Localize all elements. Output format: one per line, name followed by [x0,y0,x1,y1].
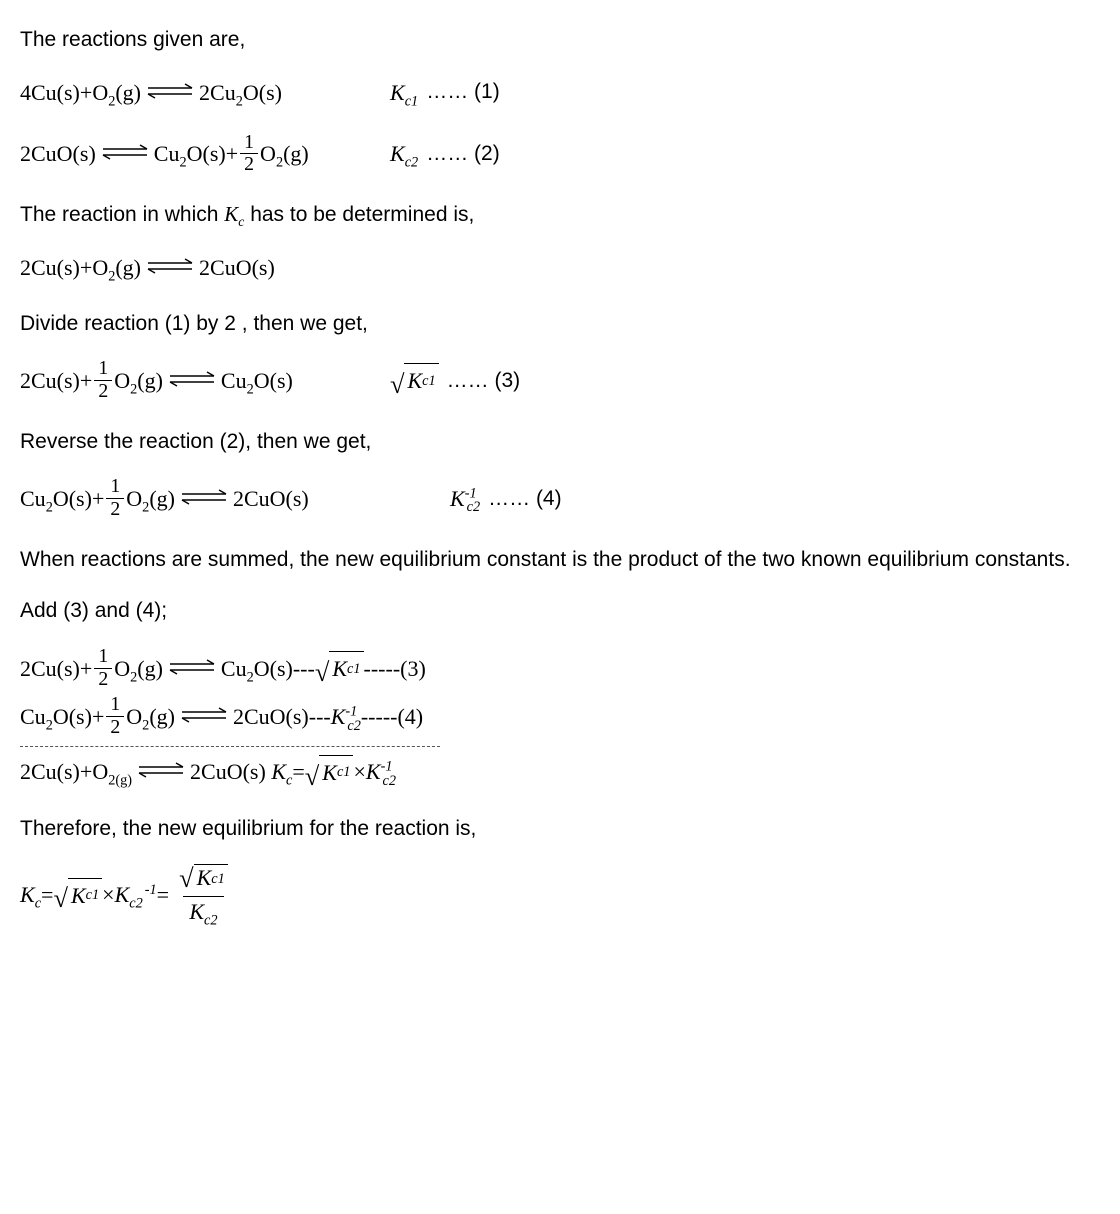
species: O2(g) [92,76,141,109]
k-constant: Kc1 [390,76,418,109]
determine-text: The reaction in which Kc has to be deter… [20,199,1100,231]
intro-text: The reactions given are, [20,24,1100,56]
reaction-1: 4Cu(s) + O2(g) 2Cu2O(s) Kc1 …… (1) [20,76,1100,109]
dashed-separator [20,746,440,747]
summation-block: 2Cu(s) + 12 O2(g) Cu2O(s) --- √Kc1 -----… [20,647,1100,789]
reverse-text: Reverse the reaction (2), then we get, [20,426,1100,458]
therefore-text: Therefore, the new equilibrium for the r… [20,813,1100,845]
equation-number: …… (3) [447,365,521,397]
equilibrium-arrow-icon [100,137,150,170]
fraction: √Kc1 Kc2 [173,864,234,925]
target-reaction: 2Cu(s) + O2(g) 2CuO(s) [20,251,1100,284]
coef: 2 [199,251,210,284]
plus: + [80,364,92,397]
equilibrium-arrow-icon [145,76,195,109]
equilibrium-arrow-icon [145,251,195,284]
plus: + [80,76,92,109]
sum-rule-text: When reactions are summed, the new equil… [20,544,1100,576]
species: Cu(s) [31,364,80,397]
plus: + [92,482,104,515]
coef: 2 [233,482,244,515]
equilibrium-arrow-icon [179,482,229,515]
species: O2(g) [126,482,175,515]
equilibrium-arrow-icon [167,364,217,397]
species: Cu(s) [31,76,80,109]
species: Cu2O(s) [221,364,293,397]
species: Cu2O(s) [210,76,282,109]
species: CuO(s) [244,482,309,515]
species: O2(g) [114,364,163,397]
add-text: Add (3) and (4); [20,595,1100,627]
species: Cu(s) [31,251,80,284]
divide-text: Divide reaction (1) by 2 , then we get, [20,308,1100,340]
species: O2(g) [92,251,141,284]
coef: 2 [199,76,210,109]
plus: + [80,251,92,284]
species: Cu2O(s) [154,137,226,170]
reaction-4: Cu2O(s) + 12 O2(g) 2CuO(s) K-1c2 …… (4) [20,477,1100,520]
reaction-3: 2Cu(s) + 12 O2(g) Cu2O(s) √Kc1 …… (3) [20,359,1100,402]
species: Cu2O(s) [20,482,92,515]
k-constant: K-1c2 [450,482,480,515]
fraction: 12 [106,477,124,520]
sqrt: √Kc1 [390,363,439,397]
fraction: 12 [94,359,112,402]
equation-number: …… (1) [426,76,500,108]
coef: 2 [20,364,31,397]
equation-number: …… (2) [426,138,500,170]
species: CuO(s) [31,137,96,170]
fraction: 12 [240,133,258,176]
reaction-2: 2CuO(s) Cu2O(s) + 12 O2(g) Kc2 …… (2) [20,133,1100,176]
coef: 4 [20,76,31,109]
final-expression: Kc = √Kc1 × Kc2-1 = √Kc1 Kc2 [20,864,1100,925]
summed-reaction: 2Cu(s) + O2(g) 2CuO(s) Kc = √Kc1 × K-1c2 [20,755,1100,789]
coef: 2 [20,137,31,170]
species: O2(g) [260,137,309,170]
plus: + [226,137,238,170]
equation-number: …… (4) [488,483,562,515]
coef: 2 [20,251,31,284]
k-constant: Kc2 [390,137,418,170]
species: CuO(s) [210,251,275,284]
